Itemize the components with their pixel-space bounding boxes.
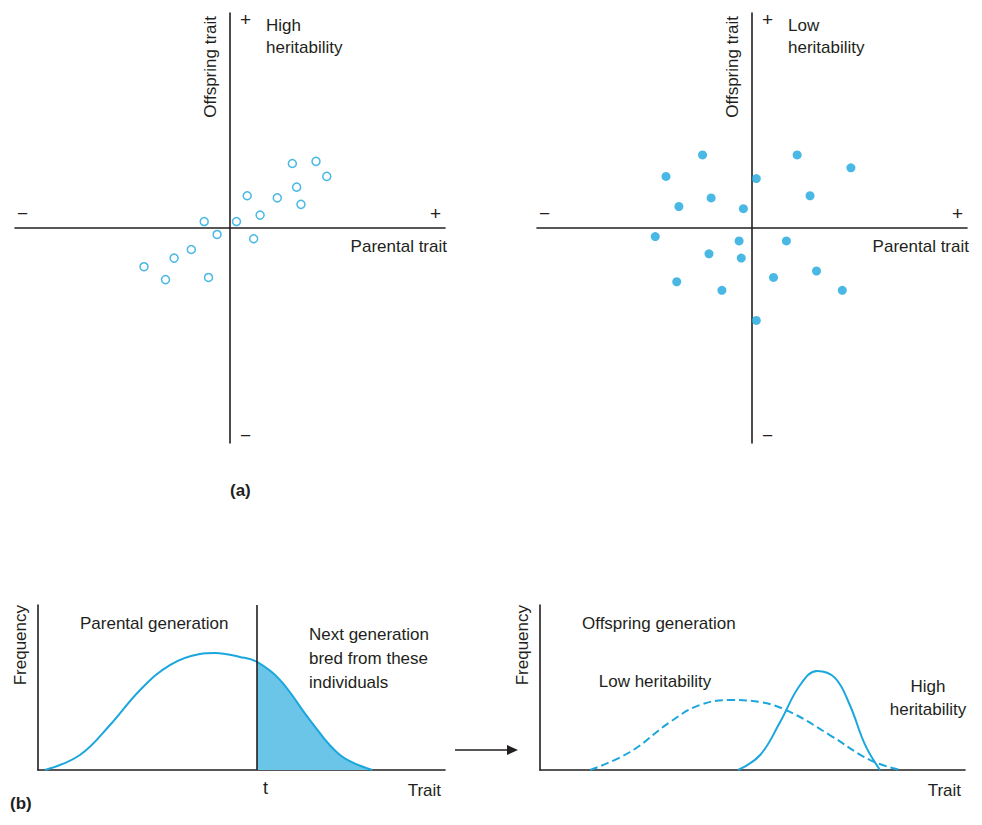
svg-text:Offspring trait: Offspring trait (723, 16, 742, 118)
svg-text:High: High (911, 677, 946, 696)
svg-text:Low: Low (788, 16, 820, 35)
svg-text:−: − (17, 203, 28, 224)
svg-text:Offspring trait: Offspring trait (201, 16, 220, 118)
svg-text:Frequency: Frequency (11, 605, 30, 686)
svg-text:heritability: heritability (266, 38, 343, 57)
svg-text:−: − (240, 425, 251, 446)
svg-text:individuals: individuals (309, 673, 388, 692)
svg-text:−: − (539, 203, 550, 224)
svg-text:Low heritability: Low heritability (599, 672, 712, 691)
svg-text:Parental trait: Parental trait (873, 237, 970, 256)
svg-text:heritability: heritability (788, 38, 865, 57)
svg-text:bred from these: bred from these (309, 649, 433, 668)
svg-text:(b): (b) (10, 794, 32, 813)
svg-text:+: + (762, 9, 773, 30)
svg-text:Next generation: Next generation (309, 625, 434, 644)
svg-text:−: − (762, 425, 773, 446)
svg-text:t: t (263, 778, 268, 798)
svg-text:Parental trait: Parental trait (351, 237, 448, 256)
svg-text:heritability: heritability (890, 700, 967, 719)
svg-text:Frequency: Frequency (513, 605, 532, 686)
svg-text:Trait: Trait (408, 781, 442, 800)
svg-text:Parental generation: Parental generation (80, 614, 228, 633)
svg-text:+: + (240, 9, 251, 30)
svg-text:+: + (430, 203, 441, 224)
svg-text:Offspring generation: Offspring generation (582, 614, 736, 633)
svg-text:Trait: Trait (928, 781, 962, 800)
svg-text:+: + (952, 203, 963, 224)
svg-text:High: High (266, 16, 301, 35)
svg-text:(a): (a) (230, 481, 251, 500)
